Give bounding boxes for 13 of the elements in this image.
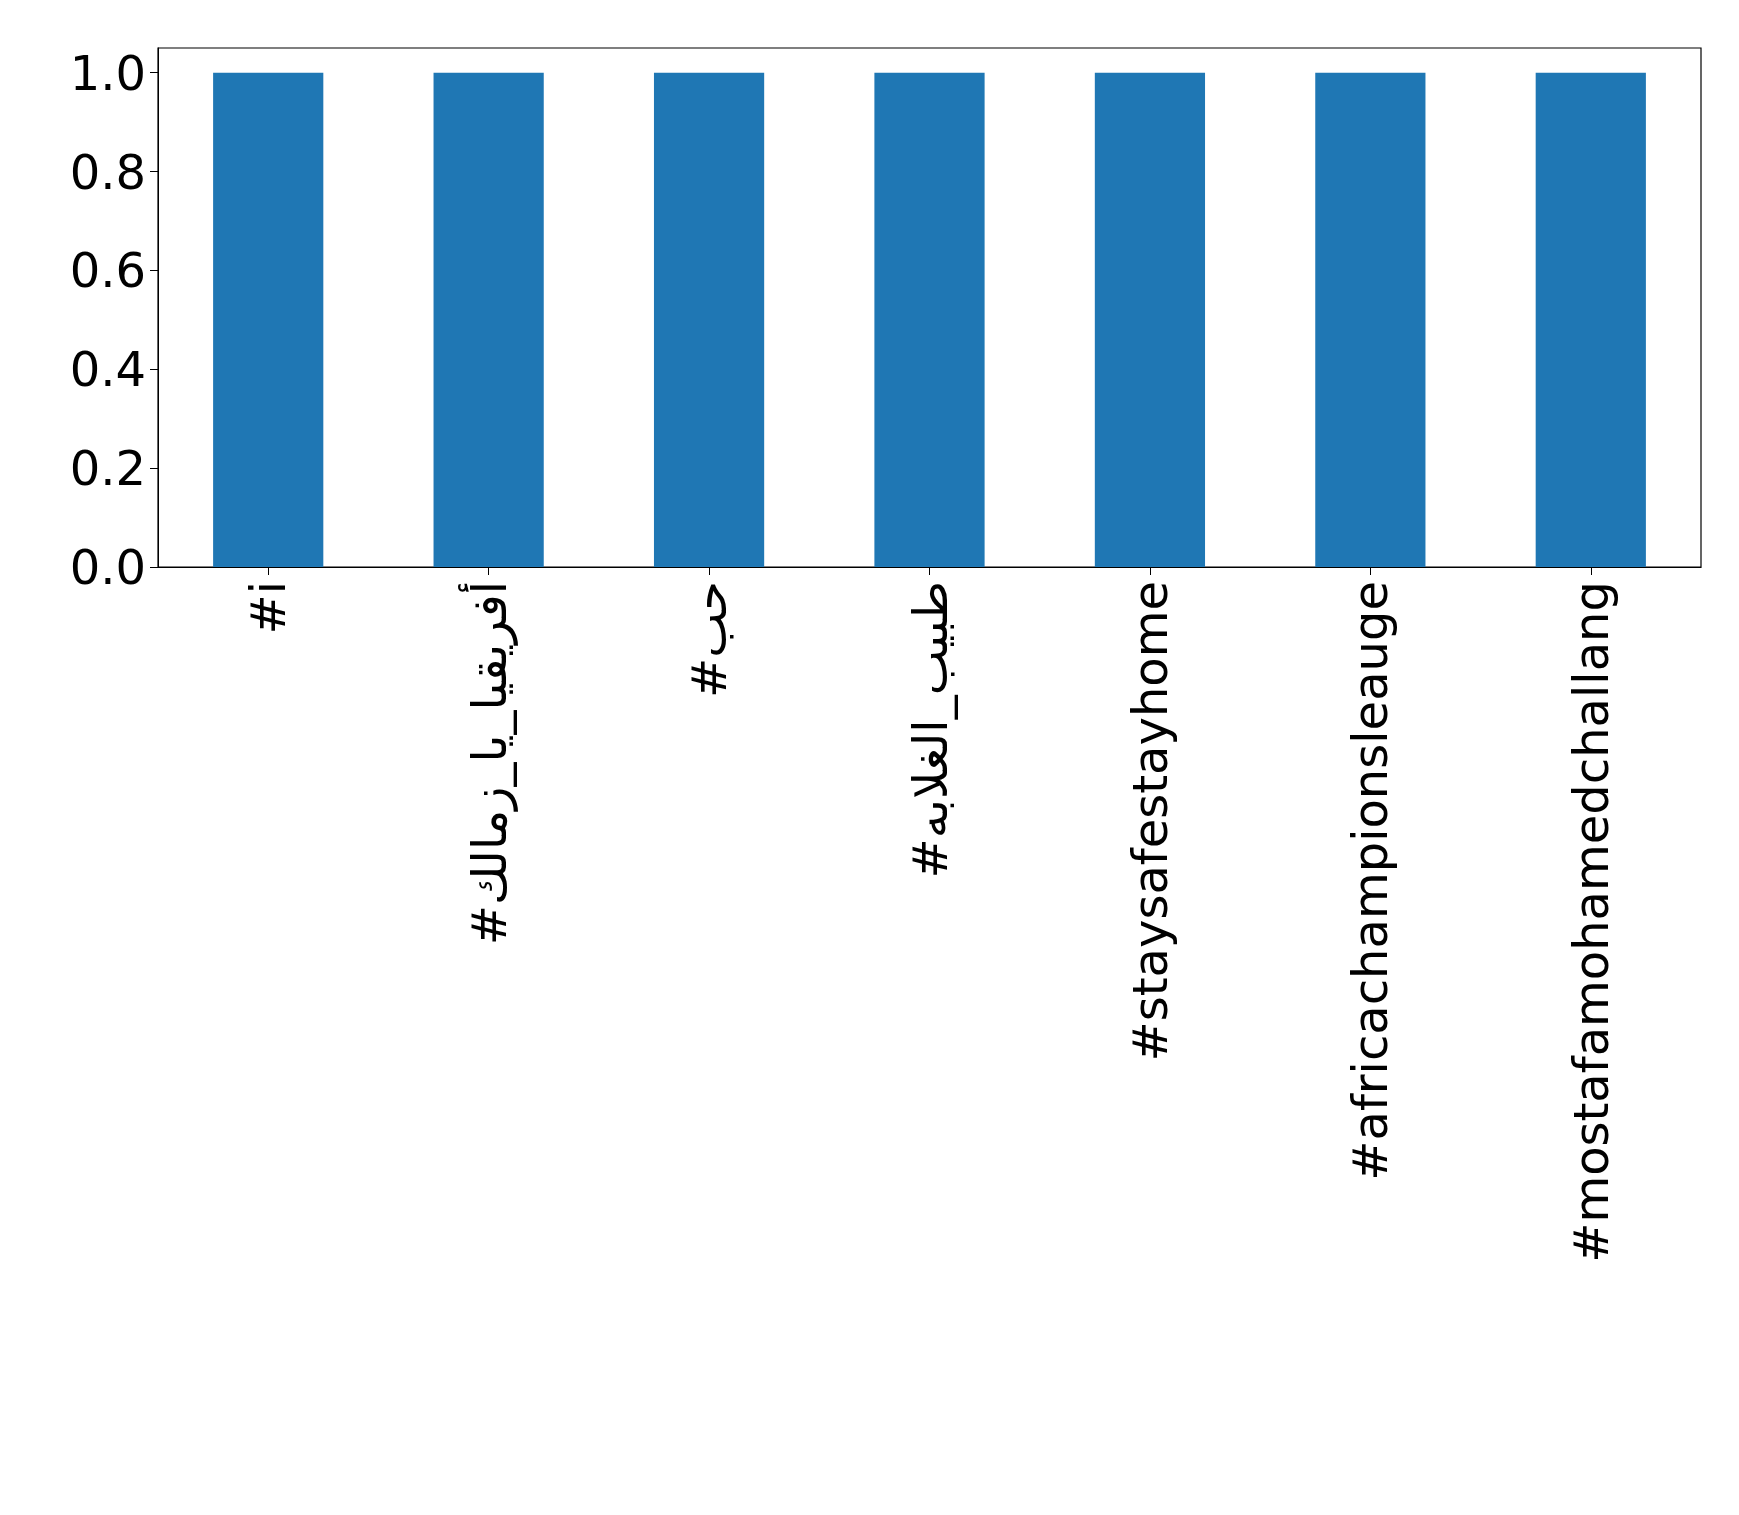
y-tick-label: 0.8 [69,143,146,200]
x-tick-label: #staysafestayhome [1121,581,1178,1062]
x-tick-label: #mostafamohamedchallang [1562,581,1619,1263]
x-tick-label: #africachampionsleauge [1342,581,1399,1181]
y-tick-label: 0.6 [69,242,146,299]
y-tick-label: 0.0 [69,539,146,595]
x-tick-label: #أفريقيا_يا_زمالك [457,581,518,946]
y-tick-label: 0.4 [69,341,146,398]
y-tick-label: 1.0 [69,44,146,101]
x-tick-label: #حب [681,581,738,699]
x-tick-label: #i [240,581,297,635]
y-tick-label: 0.2 [69,440,146,497]
x-tick-label: #طبيب_الغلابه [901,581,958,879]
